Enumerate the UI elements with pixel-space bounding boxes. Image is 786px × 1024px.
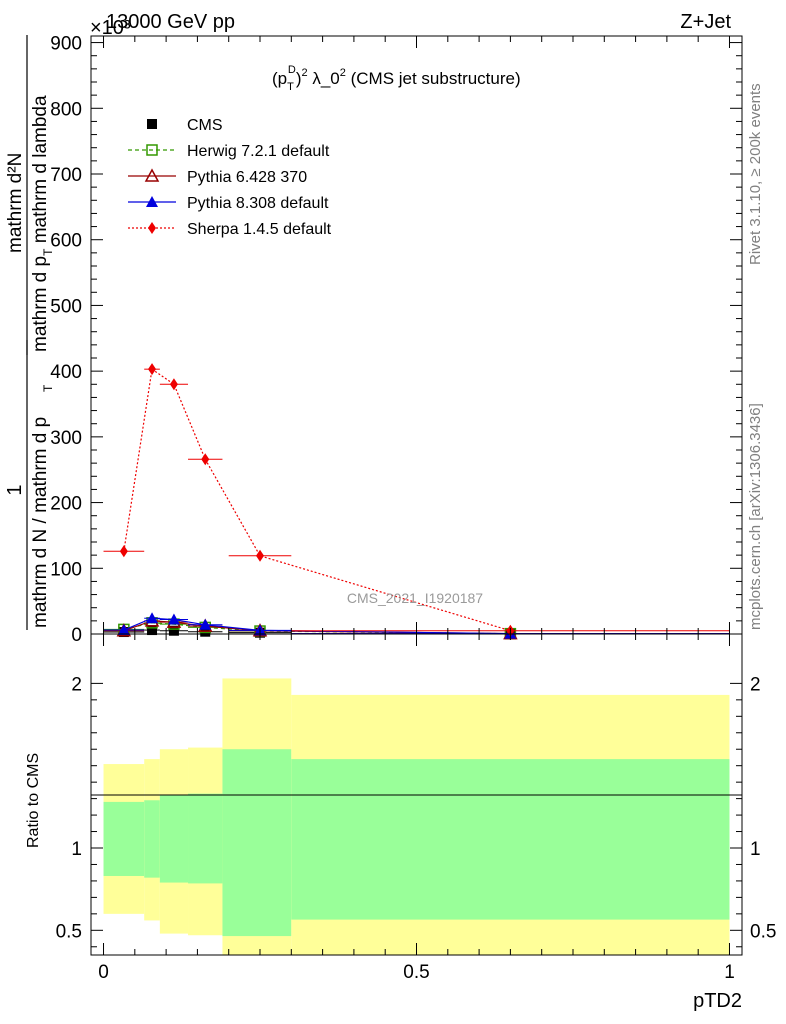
- data-point: [147, 625, 158, 636]
- data-point: [119, 545, 128, 558]
- inner-band-bin: [103, 801, 145, 876]
- ylabel-frac2-den-b: mathrm d lambda: [30, 95, 51, 249]
- inner-band-bin: [291, 759, 730, 920]
- data-point: [199, 618, 212, 630]
- legend-marker: [147, 119, 157, 129]
- ylabel-frac2-den-sub: T: [41, 248, 55, 256]
- ratio-bands: [103, 678, 730, 955]
- title-p: (p: [272, 69, 287, 88]
- legend-marker: [144, 168, 160, 182]
- x-axis-label: pTD2: [693, 990, 742, 1012]
- rivet-label: Rivet 3.1.10, ≥ 200k events: [747, 83, 764, 265]
- title-close: ): [296, 69, 302, 88]
- ylabel-frac2-num: mathrm d²N: [5, 153, 26, 253]
- ratio-y-tick-label: 0.5: [56, 921, 82, 942]
- data-point: [117, 624, 130, 636]
- plot-title: (pTD)2 λ_02 (CMS jet substructure): [272, 64, 521, 93]
- legend-item: Herwig 7.2.1 default: [128, 143, 330, 160]
- series-line: [123, 620, 511, 635]
- legend-label: Pythia 8.308 default: [187, 195, 329, 212]
- legend-item: Sherpa 1.4.5 default: [128, 221, 332, 238]
- y-tick-label: 0: [71, 625, 82, 646]
- x-tick-label: 0: [98, 962, 109, 983]
- legend-marker: [146, 196, 158, 207]
- x-tick-label: 0.5: [403, 962, 429, 983]
- y-tick-label: 300: [50, 428, 82, 449]
- data-point: [169, 378, 178, 391]
- series-line: [123, 617, 511, 635]
- legend-item: Pythia 6.428 370: [128, 168, 307, 186]
- data-point: [146, 612, 159, 624]
- ylabel-denominator: mathrm d N / mathrm d p: [30, 417, 51, 628]
- x-tick-label: 1: [724, 962, 735, 983]
- legend-item: Pythia 8.308 default: [128, 195, 329, 212]
- title-sup-d: D: [288, 64, 296, 76]
- legend-label: Pythia 6.428 370: [187, 169, 307, 186]
- upper-axes: 0 100 200 300 400 500 600 700 800 900: [50, 34, 742, 646]
- data-point: [168, 625, 179, 636]
- legend-item: CMS: [147, 117, 223, 134]
- data-point: [201, 453, 210, 466]
- y-tick-label: 600: [50, 231, 82, 252]
- legend-marker: [148, 222, 156, 234]
- y-tick-label: 700: [50, 165, 82, 186]
- ratio-y-tick-label: 1: [71, 839, 82, 860]
- title-sub-t: T: [287, 81, 294, 93]
- legend-marker: [146, 144, 158, 156]
- title-sq2: 2: [340, 67, 346, 79]
- ratio-y-tick-label: 2: [71, 674, 82, 695]
- ylabel-den-sub: T: [41, 384, 55, 392]
- y-tick-label: 900: [50, 34, 82, 55]
- upper-ylabel: 1 mathrm d N / mathrm d p T mathrm d²N m…: [4, 35, 55, 630]
- data-point: [256, 549, 265, 562]
- title-rest: (CMS jet substructure): [346, 69, 521, 88]
- y-tick-label: 400: [50, 362, 82, 383]
- series-line: [123, 368, 511, 632]
- legend: CMS Herwig 7.2.1 default Pythia 6.428 370 P…: [128, 117, 332, 238]
- mcplots-label: mcplots.cern.ch [arXiv:1306.3436]: [747, 403, 764, 630]
- header-process: Z+Jet: [680, 11, 731, 33]
- header-energy: 13000 GeV pp: [106, 11, 235, 33]
- title-lambda: λ_0: [308, 69, 340, 88]
- y-tick-label: 200: [50, 494, 82, 515]
- legend-label: Sherpa 1.4.5 default: [187, 221, 332, 238]
- ylabel-frac2-den-a: mathrm d p: [30, 256, 51, 352]
- upper-panel: 0 100 200 300 400 500 600 700 800 900 CMS_2021_I1…: [4, 34, 743, 646]
- y-tick-label: 500: [50, 296, 82, 317]
- inner-band-bin: [222, 749, 292, 937]
- legend-label: CMS: [187, 117, 223, 134]
- data-point: [148, 363, 157, 376]
- data-point: [167, 613, 180, 625]
- ratio-y-tick-label-right: 2: [750, 674, 761, 695]
- inner-band-bin: [188, 793, 223, 884]
- ratio-y-tick-label-right: 1: [750, 839, 761, 860]
- ratio-panel: 0.5 0.5 1 1 2 2 0 0.5 1 Ratio to CMS pTD2: [25, 633, 776, 1012]
- title-sq: 2: [301, 67, 307, 79]
- inner-band-bin: [144, 800, 160, 878]
- series-line: [123, 622, 511, 635]
- ylabel-numerator: 1: [4, 484, 26, 495]
- ratio-y-tick-label-right: 0.5: [750, 921, 776, 942]
- watermark: CMS_2021_I1920187: [347, 590, 483, 606]
- legend-label: Herwig 7.2.1 default: [187, 143, 330, 160]
- ylabel-frac2-den: mathrm d pT mathrm d lambda: [30, 95, 55, 352]
- ratio-ylabel: Ratio to CMS: [25, 753, 42, 848]
- y-tick-label: 100: [50, 559, 82, 580]
- ratio-axes: 0.5 0.5 1 1 2 2 0 0.5 1: [56, 634, 776, 983]
- y-tick-label: 800: [50, 99, 82, 120]
- header-exponent: ×10³: [90, 17, 131, 39]
- inner-band-bin: [159, 795, 189, 883]
